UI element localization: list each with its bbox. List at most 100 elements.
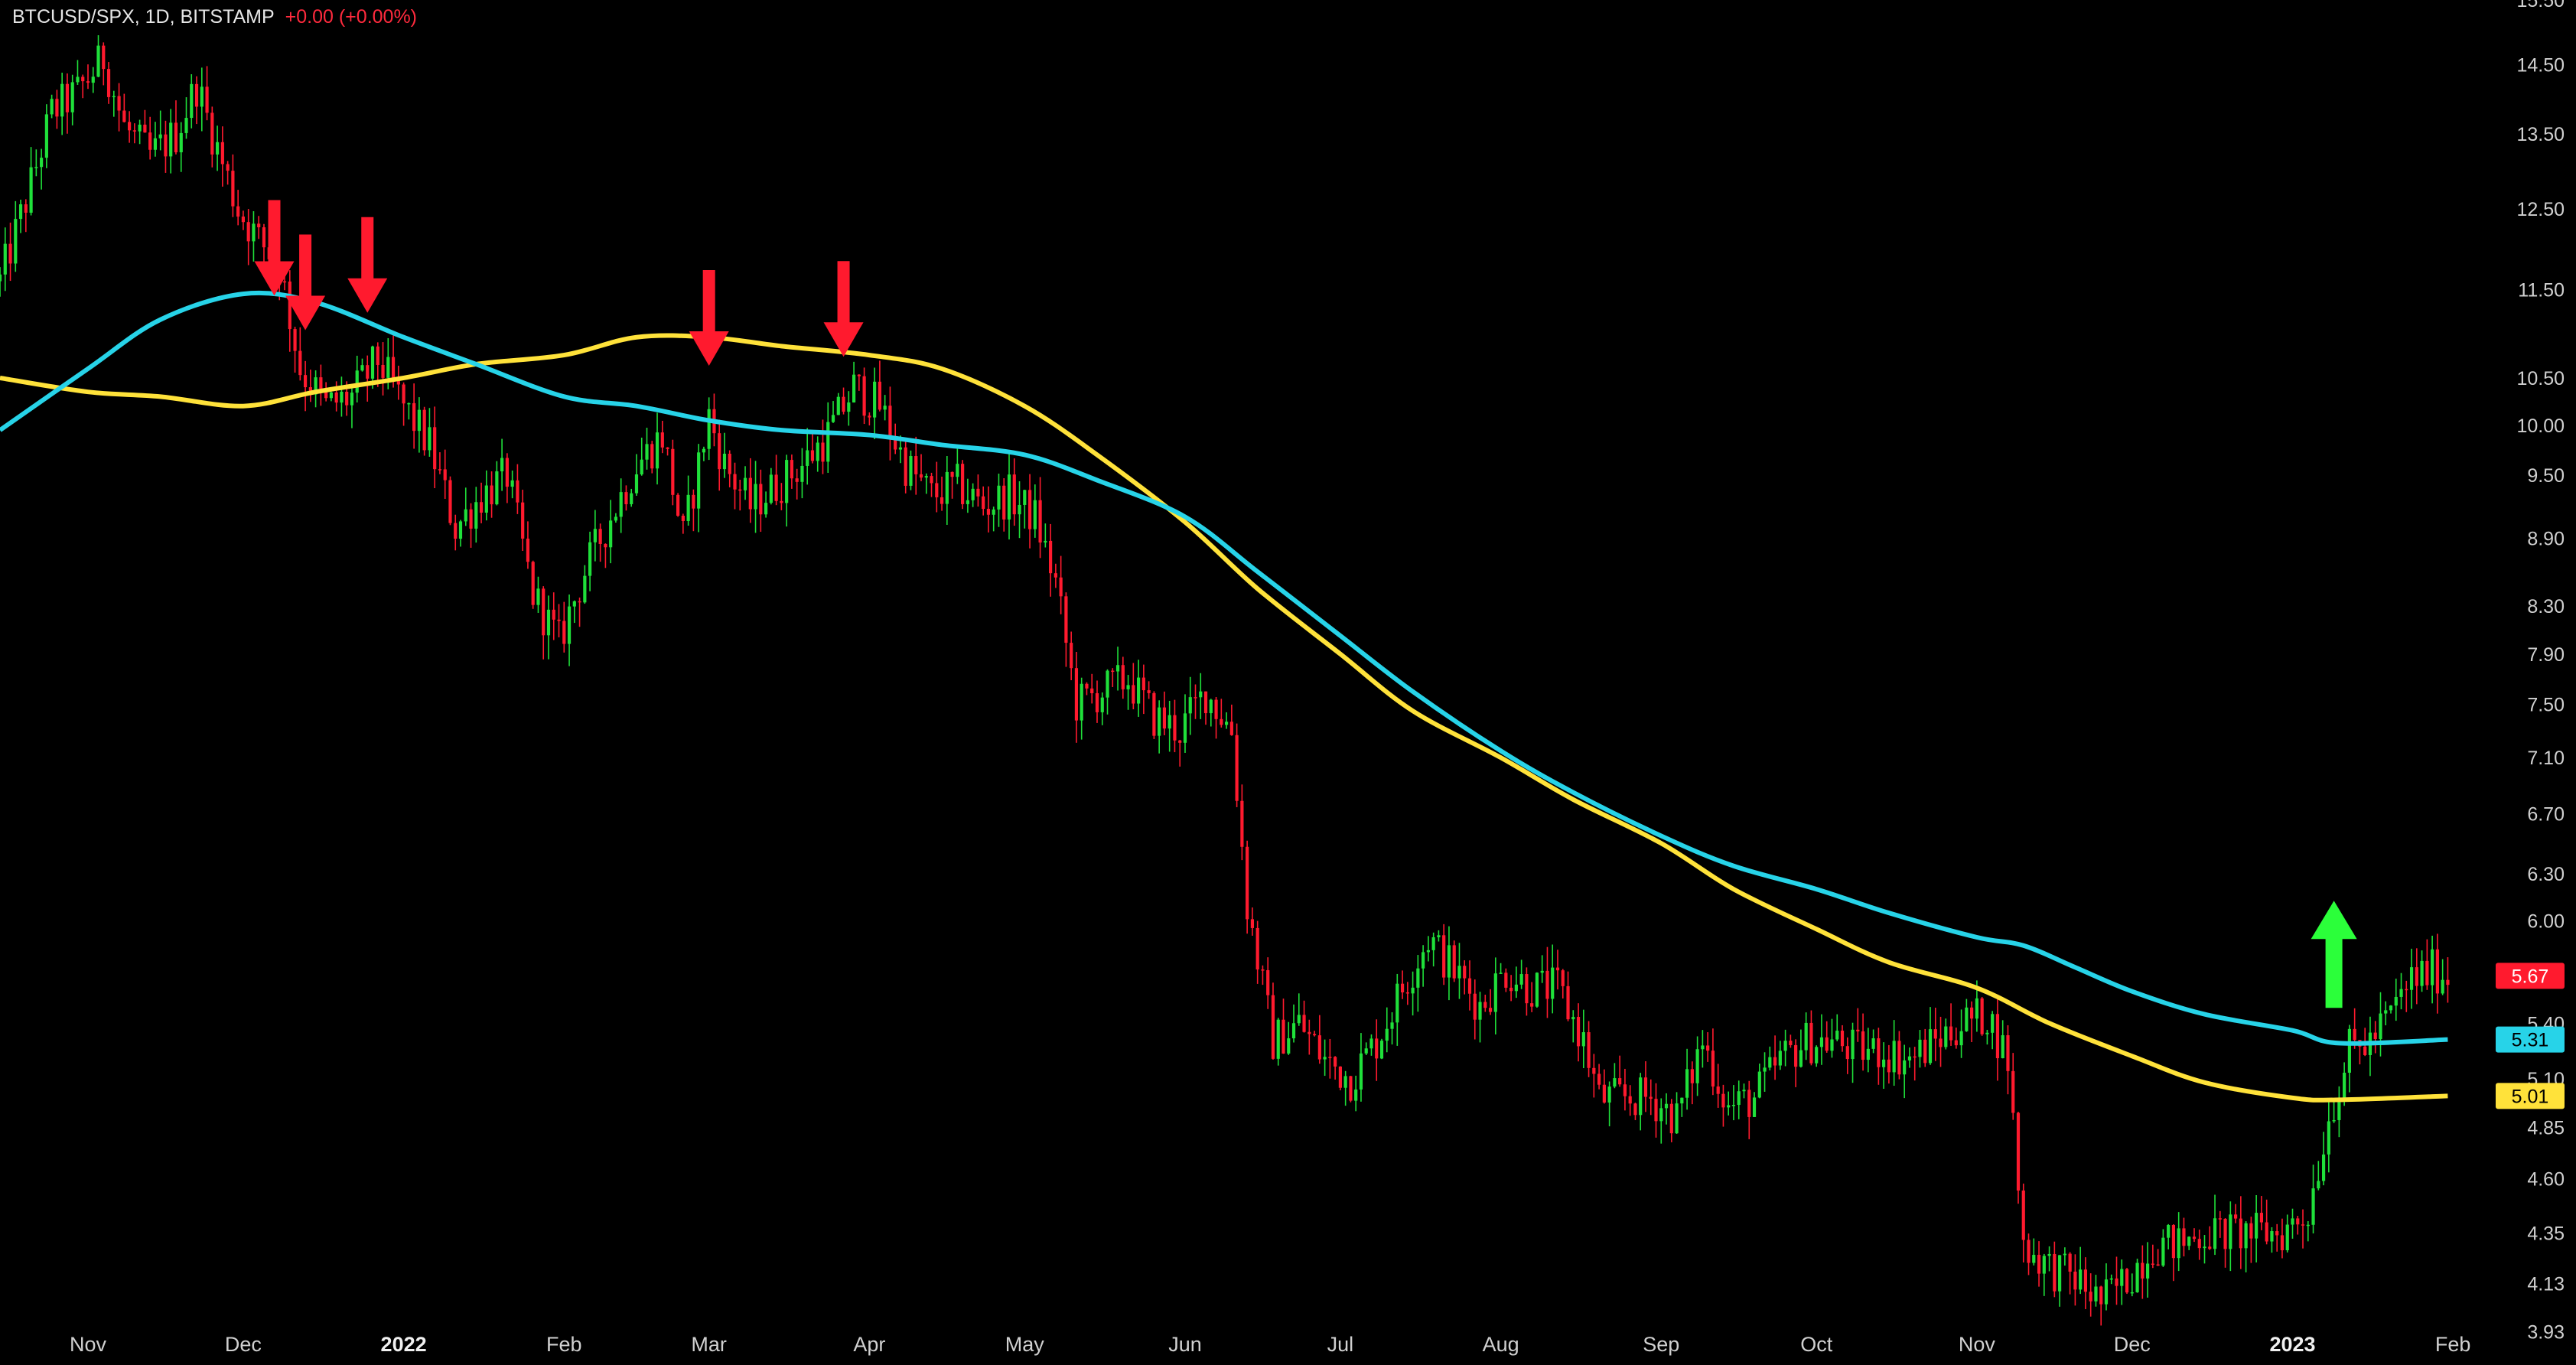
candle xyxy=(1887,1044,1890,1084)
y-tick-label: 3.93 xyxy=(2527,1321,2565,1343)
candle xyxy=(1773,1035,1777,1080)
candle-body xyxy=(1354,1089,1358,1101)
candle xyxy=(2435,933,2439,1014)
candle-body xyxy=(1452,945,1456,979)
candle-body xyxy=(2321,1154,2326,1181)
candle-body xyxy=(1323,1057,1327,1060)
candle-body xyxy=(686,494,690,521)
candle-body xyxy=(2083,1269,2088,1292)
candle-body xyxy=(655,432,659,469)
candle xyxy=(1555,950,1560,990)
candle-body xyxy=(1633,1103,1637,1116)
candle-body xyxy=(40,158,44,168)
y-tick-label: 15.50 xyxy=(2516,0,2565,11)
candle xyxy=(366,355,370,402)
arrow-down-icon xyxy=(347,217,388,313)
candle-body xyxy=(2249,1223,2253,1239)
candle-body xyxy=(474,502,478,529)
candle xyxy=(1385,1007,1389,1053)
candle-body xyxy=(1551,967,1555,999)
candle xyxy=(96,35,100,78)
candle-body xyxy=(1659,1108,1663,1122)
candle-body xyxy=(360,365,364,371)
candle xyxy=(1224,712,1229,729)
candle xyxy=(2311,1165,2315,1234)
candle-body xyxy=(2053,1253,2057,1292)
candle-body xyxy=(1851,1029,1855,1060)
candle-body xyxy=(2343,1072,2346,1102)
x-tick-label: Aug xyxy=(1483,1333,1519,1356)
candle xyxy=(1271,982,1275,1060)
candle xyxy=(624,485,628,511)
candle-body xyxy=(961,464,965,504)
candle xyxy=(1840,1025,1845,1052)
candle xyxy=(810,432,815,464)
candle-body xyxy=(2239,1218,2242,1249)
candle-body xyxy=(754,484,757,510)
candle xyxy=(1623,1068,1627,1111)
candle-body xyxy=(1100,697,1104,712)
candle xyxy=(1375,1019,1379,1081)
candle-body xyxy=(810,450,815,461)
candle-body xyxy=(593,529,597,542)
candle-body xyxy=(1287,1038,1291,1054)
candle xyxy=(1835,1014,1839,1041)
candle-body xyxy=(531,562,535,605)
candle xyxy=(769,467,773,505)
candle-body xyxy=(1027,490,1032,529)
y-tick-label: 8.90 xyxy=(2527,529,2565,550)
candle xyxy=(1220,699,1223,728)
y-tick-label: 7.50 xyxy=(2527,695,2565,716)
candle-body xyxy=(2259,1213,2264,1223)
candle xyxy=(1809,1010,1813,1066)
candle xyxy=(91,67,95,93)
candle-body xyxy=(759,484,763,515)
candle xyxy=(1643,1061,1648,1113)
x-tick-label: 2022 xyxy=(381,1333,427,1356)
arrow-up-icon xyxy=(2311,901,2357,1008)
candle-body xyxy=(2167,1225,2171,1238)
candle-body xyxy=(1887,1059,1890,1073)
candle-body xyxy=(1493,973,1497,1012)
candle xyxy=(303,360,308,412)
candle xyxy=(1933,1008,1937,1061)
candle xyxy=(329,391,333,402)
candle xyxy=(44,104,48,168)
candle xyxy=(1349,1076,1353,1103)
candle-body xyxy=(790,460,794,479)
candle-body xyxy=(966,500,969,504)
candle xyxy=(2405,980,2408,1012)
candle-body xyxy=(226,164,230,171)
candle xyxy=(1571,1010,1575,1043)
candle xyxy=(2079,1246,2083,1295)
candle xyxy=(1493,957,1497,1035)
candle-body xyxy=(692,494,695,509)
candle xyxy=(1312,1031,1317,1037)
candle xyxy=(50,94,54,119)
candle xyxy=(1059,555,1063,614)
candle xyxy=(2037,1241,2041,1287)
candle xyxy=(422,406,426,456)
candle xyxy=(334,381,338,412)
candle xyxy=(1618,1055,1622,1087)
candle xyxy=(200,67,204,132)
candle-body xyxy=(1229,722,1233,735)
candle-body xyxy=(2347,1028,2351,1073)
candle xyxy=(2259,1196,2264,1230)
candle-body xyxy=(402,384,405,404)
candle xyxy=(1422,945,1425,987)
candle-body xyxy=(634,474,639,494)
candle-body xyxy=(2141,1262,2144,1279)
candle-body xyxy=(666,447,669,449)
candle-body xyxy=(1643,1077,1648,1097)
candle xyxy=(179,122,183,172)
candle-body xyxy=(2068,1253,2072,1272)
candle-body xyxy=(630,493,633,504)
candle-body xyxy=(816,442,819,461)
candle xyxy=(836,393,840,415)
candle xyxy=(2001,1020,2004,1059)
candle xyxy=(448,476,452,526)
candle xyxy=(1675,1092,1679,1135)
candle-body xyxy=(1431,937,1435,950)
